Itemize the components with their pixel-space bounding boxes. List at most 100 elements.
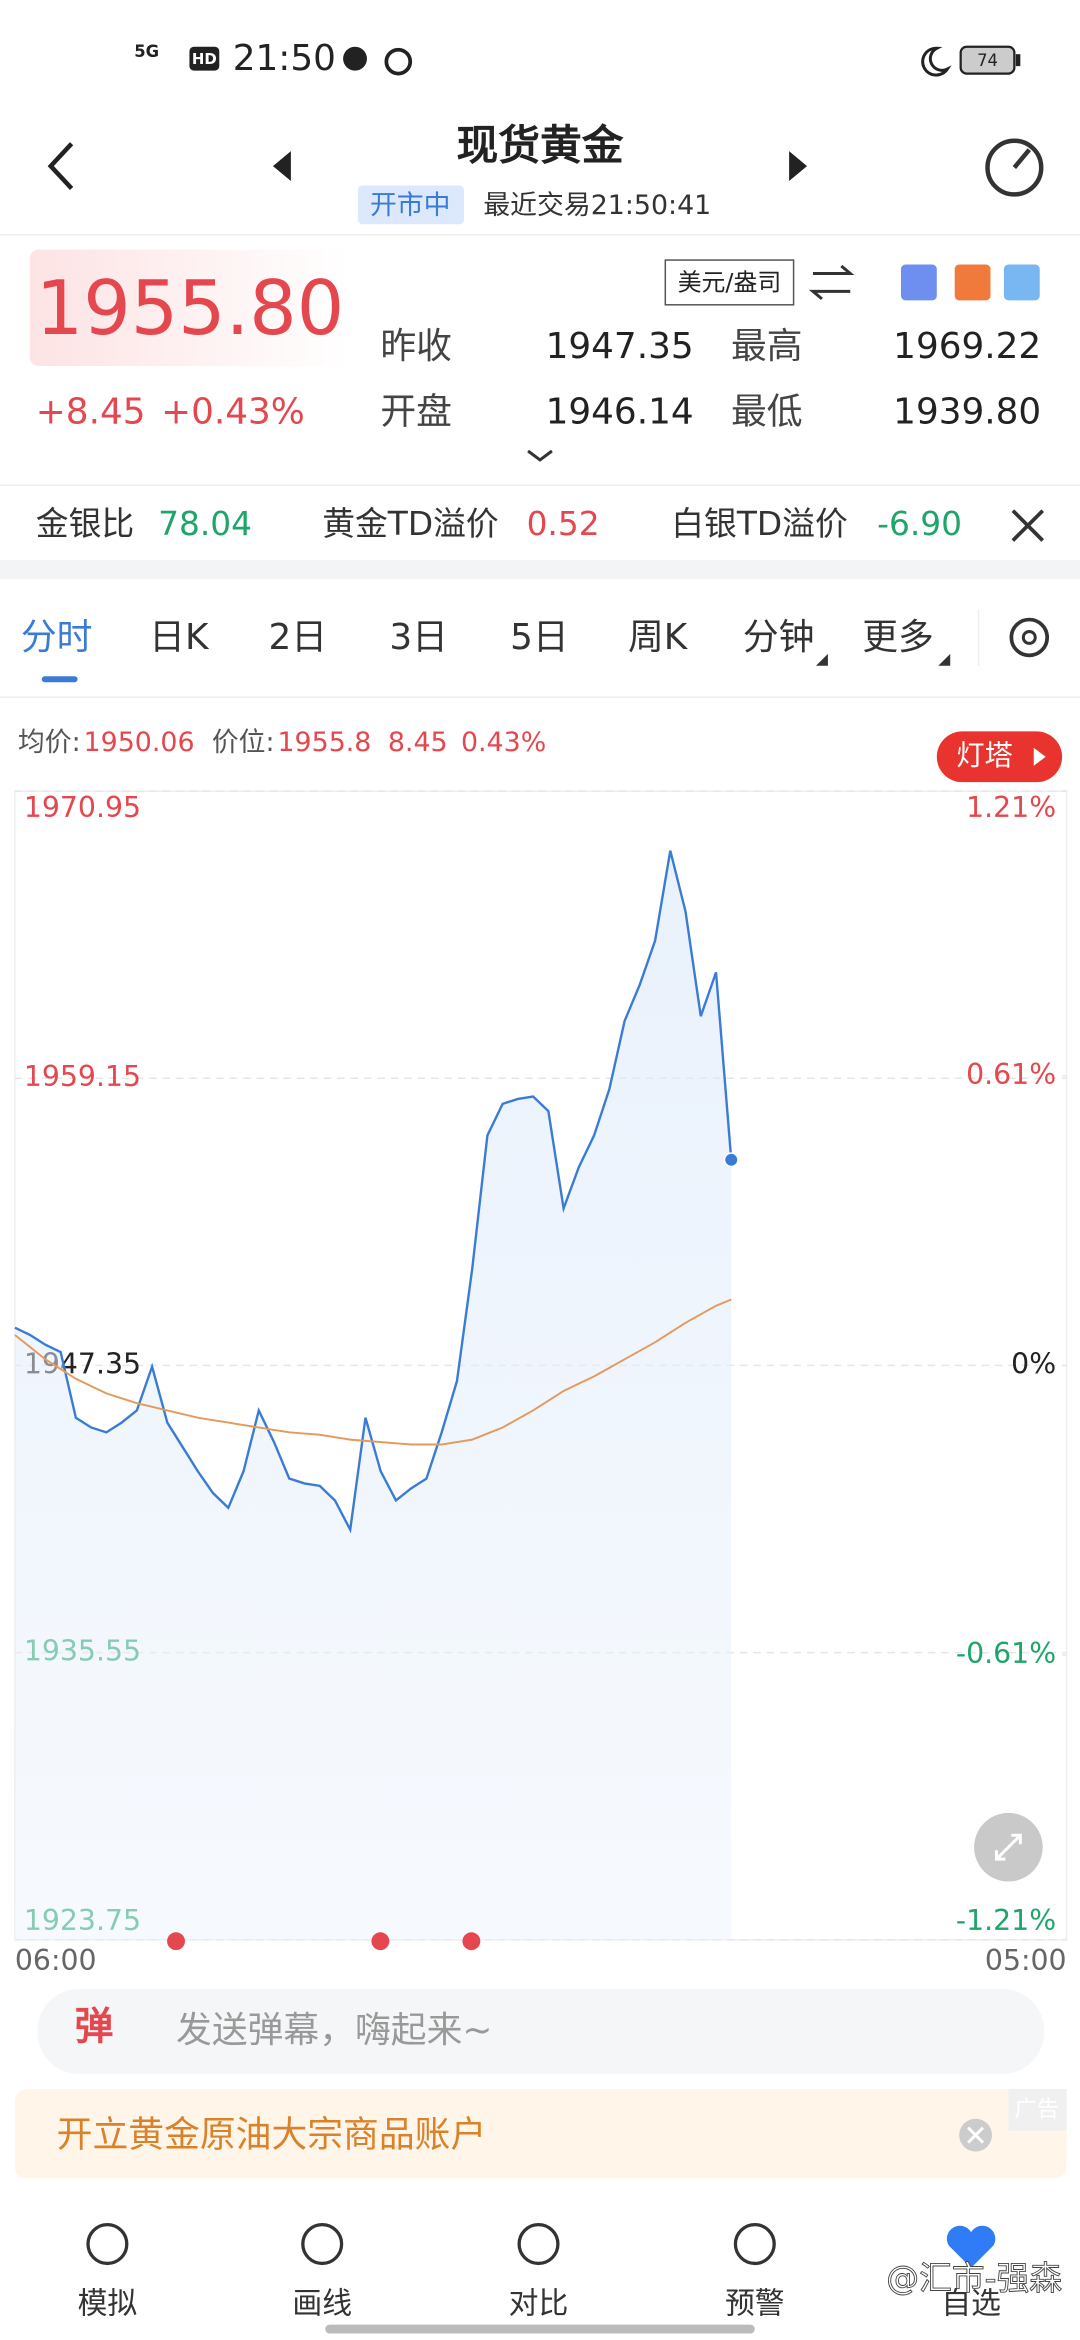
status-pill <box>358 185 464 225</box>
tab[interactable]: 日K <box>149 617 210 658</box>
change: +8.45 <box>36 392 146 433</box>
nav-label[interactable]: 预警 <box>725 2287 785 2322</box>
hd: HD <box>192 50 217 68</box>
back-button[interactable] <box>47 142 74 190</box>
tool-icon[interactable] <box>1003 264 1040 301</box>
swap-icon[interactable] <box>808 264 855 300</box>
unit: 美元/盎司 <box>678 268 781 296</box>
settings[interactable] <box>1009 617 1050 658</box>
home-indicator <box>325 2324 755 2334</box>
close-ticker[interactable] <box>1011 509 1045 542</box>
tool-icon[interactable] <box>954 264 991 301</box>
ad-close-x <box>967 2126 985 2144</box>
stat-label: 开盘 <box>380 392 452 433</box>
ad-tag-box <box>1008 2088 1067 2131</box>
nav-icon <box>733 2223 776 2266</box>
nav-label[interactable]: 对比 <box>509 2287 569 2322</box>
settings-core <box>1021 630 1037 645</box>
ad-text: 开立黄金原油大宗商品账户 <box>57 2115 487 2156</box>
nav-label[interactable]: 模拟 <box>78 2287 138 2322</box>
price-label: 价位: <box>212 727 275 758</box>
current-point <box>723 1152 739 1168</box>
avg-label: 均价: <box>18 727 81 758</box>
title: 现货黄金 <box>457 121 624 170</box>
tab[interactable]: 5日 <box>510 617 569 658</box>
prev-button[interactable] <box>272 151 291 181</box>
hd-icon <box>189 46 220 71</box>
stat-value: 1939.80 <box>893 392 1041 433</box>
price-area <box>14 850 732 1940</box>
battery-tip <box>1015 54 1021 67</box>
stat-label: 最高 <box>731 326 803 367</box>
badge-text: 灯塔 <box>956 739 1013 772</box>
y2-tick-label: -1.21% <box>956 1904 1056 1937</box>
clock: 21:50 <box>233 38 336 79</box>
battery <box>959 45 1016 75</box>
y-tick-label: 1959.15 <box>24 1060 141 1093</box>
x-tick-label: 06:00 <box>15 1944 97 1977</box>
tab[interactable]: 分钟 <box>743 617 815 658</box>
unit-box[interactable] <box>664 259 795 306</box>
stat-label: 昨收 <box>380 326 452 367</box>
price-box <box>29 249 351 366</box>
tab-caret <box>938 653 951 666</box>
event-dot[interactable] <box>462 1932 481 1951</box>
badge[interactable] <box>936 731 1063 783</box>
danmaku-icon: 弹 <box>75 2005 114 2050</box>
expand[interactable] <box>527 449 553 462</box>
tab[interactable]: 周K <box>628 617 689 658</box>
stat-value: 1946.14 <box>546 392 694 433</box>
gap <box>0 559 1080 580</box>
change-pct: +0.43% <box>161 392 305 433</box>
next-button[interactable] <box>789 151 808 181</box>
watermark: @汇市-强森 <box>886 2259 1062 2297</box>
price: 1955.80 <box>36 265 344 352</box>
qq-icon <box>343 46 367 71</box>
danmaku-bar[interactable] <box>37 1988 1045 2074</box>
ticker-label: 金银比 <box>36 505 134 543</box>
average-line <box>14 1298 732 1446</box>
nav-icon <box>301 2223 344 2266</box>
y-tick-label: 1970.95 <box>24 791 141 824</box>
avg-value: 1950.06 <box>84 727 195 758</box>
fullscreen-icon <box>994 1833 1022 1861</box>
network: 5G <box>134 42 159 61</box>
price-value: 1955.8 <box>277 727 371 758</box>
tab[interactable]: 更多 <box>862 617 934 658</box>
event-dot[interactable] <box>371 1932 390 1951</box>
tab[interactable]: 2日 <box>269 617 328 658</box>
ad-bar[interactable] <box>14 2088 1067 2179</box>
tool-icon[interactable] <box>900 264 937 301</box>
ticker-label: 黄金TD溢价 <box>322 505 498 543</box>
moon-icon <box>921 46 952 77</box>
nav-icon <box>86 2223 129 2266</box>
event-dot[interactable] <box>167 1932 185 1951</box>
stat-label: 最低 <box>731 392 803 433</box>
y2-tick-label: 0% <box>1011 1347 1056 1380</box>
info-change: 8.45 <box>388 727 448 758</box>
y2-tick-label: 1.21% <box>966 791 1056 824</box>
last-trade: 最近交易21:50:41 <box>483 190 711 221</box>
tab-bar: 分时 日K 2日 3日 5日 周K 分钟 更多 <box>21 617 951 666</box>
tab-caret <box>815 653 828 666</box>
ticker-value: 0.52 <box>527 505 600 543</box>
info-change-pct: 0.43% <box>461 727 546 758</box>
stat-value: 1969.22 <box>893 326 1041 367</box>
nav-icon <box>946 2225 996 2268</box>
danmaku-input: 发送弹幕，嗨起来~ <box>176 2010 492 2051</box>
nav-icon <box>517 2223 560 2266</box>
refresh-needle <box>1012 148 1032 170</box>
ad-tag: 广告 <box>1014 2096 1059 2122</box>
stat-value: 1947.35 <box>546 326 694 367</box>
tab[interactable]: 3日 <box>389 617 448 658</box>
x-tick-label: 05:00 <box>985 1944 1067 1977</box>
nav-label[interactable]: 自选 <box>941 2287 1001 2322</box>
nav-label[interactable]: 画线 <box>292 2287 352 2322</box>
ticker-value: 78.04 <box>158 505 252 543</box>
bottom-nav: 模拟 画线 对比 预警 自选 <box>78 2223 1001 2322</box>
tab[interactable]: 分时 <box>21 617 93 658</box>
ticker-label: 白银TD溢价 <box>671 505 847 543</box>
y2-tick-label: -0.61% <box>956 1637 1056 1670</box>
refresh-button[interactable] <box>985 138 1044 197</box>
